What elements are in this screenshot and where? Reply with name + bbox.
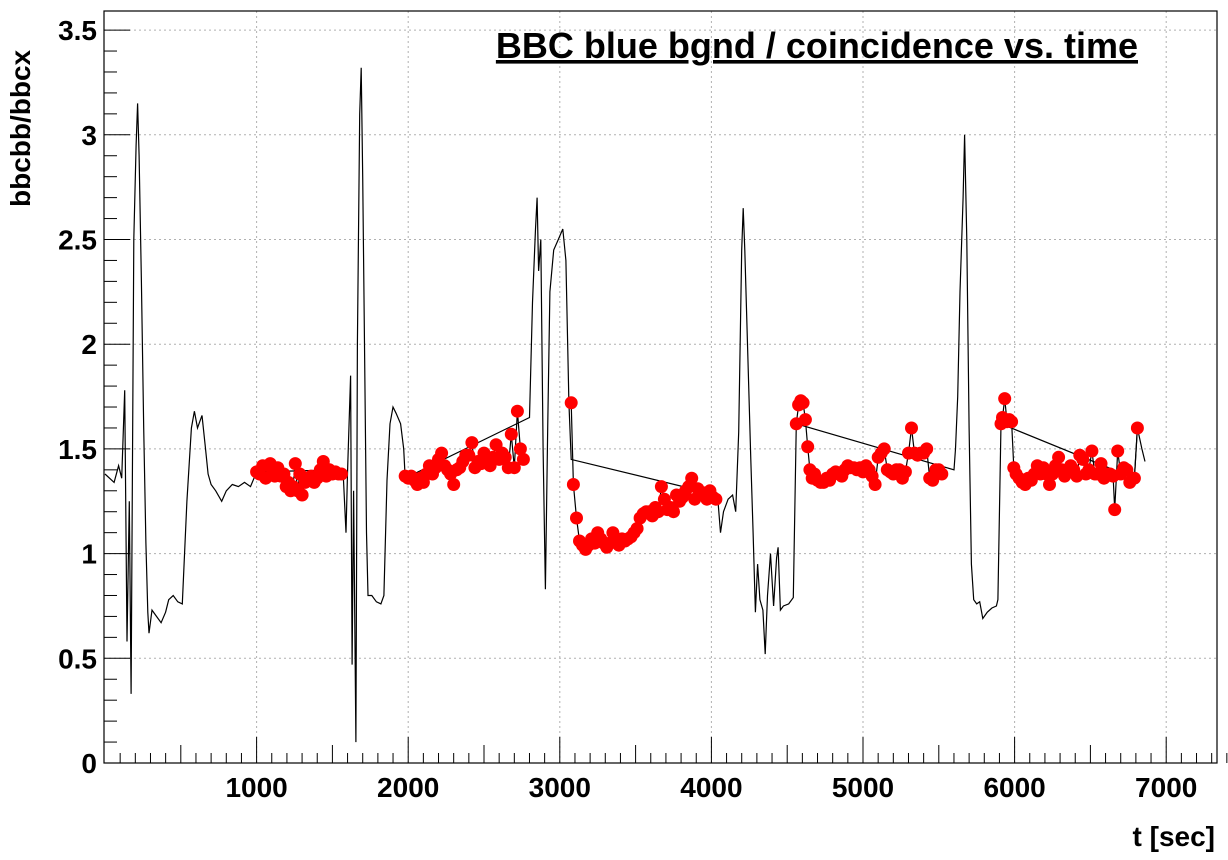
- data-point: [667, 505, 680, 519]
- x-tick-label: 7000: [1135, 772, 1197, 803]
- data-point: [685, 471, 699, 485]
- data-point: [570, 511, 583, 525]
- data-point: [798, 413, 812, 427]
- data-point: [335, 467, 348, 481]
- data-point: [877, 442, 891, 456]
- data-point: [654, 480, 668, 494]
- data-point: [1108, 503, 1122, 517]
- y-tick-label: 2: [81, 329, 97, 360]
- data-point: [288, 457, 302, 471]
- data-point: [516, 452, 530, 466]
- y-tick-label: 3: [81, 120, 97, 151]
- data-point: [868, 478, 882, 491]
- x-tick-label: 5000: [832, 772, 894, 803]
- data-point: [513, 442, 527, 456]
- x-tick-label: 1000: [225, 772, 287, 803]
- series-line: [104, 67, 1146, 743]
- data-point: [498, 450, 512, 464]
- data-point: [1111, 444, 1125, 458]
- data-point: [447, 478, 461, 491]
- data-point: [630, 522, 644, 535]
- data-point: [935, 467, 949, 481]
- data-point: [564, 396, 578, 410]
- data-point: [709, 492, 723, 506]
- series-markers: [250, 392, 1144, 556]
- plot-frame: [103, 10, 1218, 764]
- data-point: [898, 465, 912, 479]
- data-point: [1043, 478, 1056, 491]
- data-point: [435, 446, 449, 460]
- y-tick-label: 0: [81, 748, 97, 779]
- y-tick-label: 3.5: [58, 15, 97, 46]
- data-point: [1005, 415, 1019, 429]
- data-point: [1085, 444, 1099, 458]
- data-point: [295, 488, 309, 502]
- data-point: [1094, 457, 1108, 471]
- y-tick-label: 1: [81, 539, 97, 570]
- data-point: [566, 478, 580, 491]
- tick-labels: 1000 2000 3000 4000 5000 6000 7000 0 0.5 1 1.5 2 2.5…: [58, 15, 1197, 803]
- data-point: [905, 421, 918, 435]
- data-point: [1127, 471, 1141, 485]
- x-tick-label: 6000: [983, 772, 1045, 803]
- chart-title: BBC blue bgnd / coincidence vs. time: [496, 25, 1138, 66]
- y-tick-label: 2.5: [58, 225, 97, 256]
- x-tick-label: 3000: [529, 772, 591, 803]
- y-tick-label: 1.5: [58, 434, 97, 465]
- ticks: [104, 29, 1228, 763]
- data-point: [510, 404, 524, 418]
- x-tick-label: 4000: [680, 772, 742, 803]
- data-point: [465, 436, 479, 450]
- data-point: [926, 473, 940, 487]
- data-point: [1076, 452, 1090, 466]
- data-point: [801, 440, 815, 454]
- y-tick-label: 0.5: [58, 643, 97, 674]
- y-axis-label: bbcbb/bbcx: [5, 49, 36, 207]
- data-point: [998, 392, 1012, 406]
- data-point: [1130, 421, 1144, 435]
- data-point: [462, 448, 476, 462]
- data-point: [1052, 450, 1066, 464]
- x-tick-label: 2000: [377, 772, 439, 803]
- data-point: [920, 442, 934, 456]
- data-point: [507, 461, 521, 475]
- grid: [104, 11, 1217, 763]
- data-point: [796, 396, 810, 410]
- x-axis-label: t [sec]: [1133, 821, 1215, 852]
- data-point: [504, 427, 518, 441]
